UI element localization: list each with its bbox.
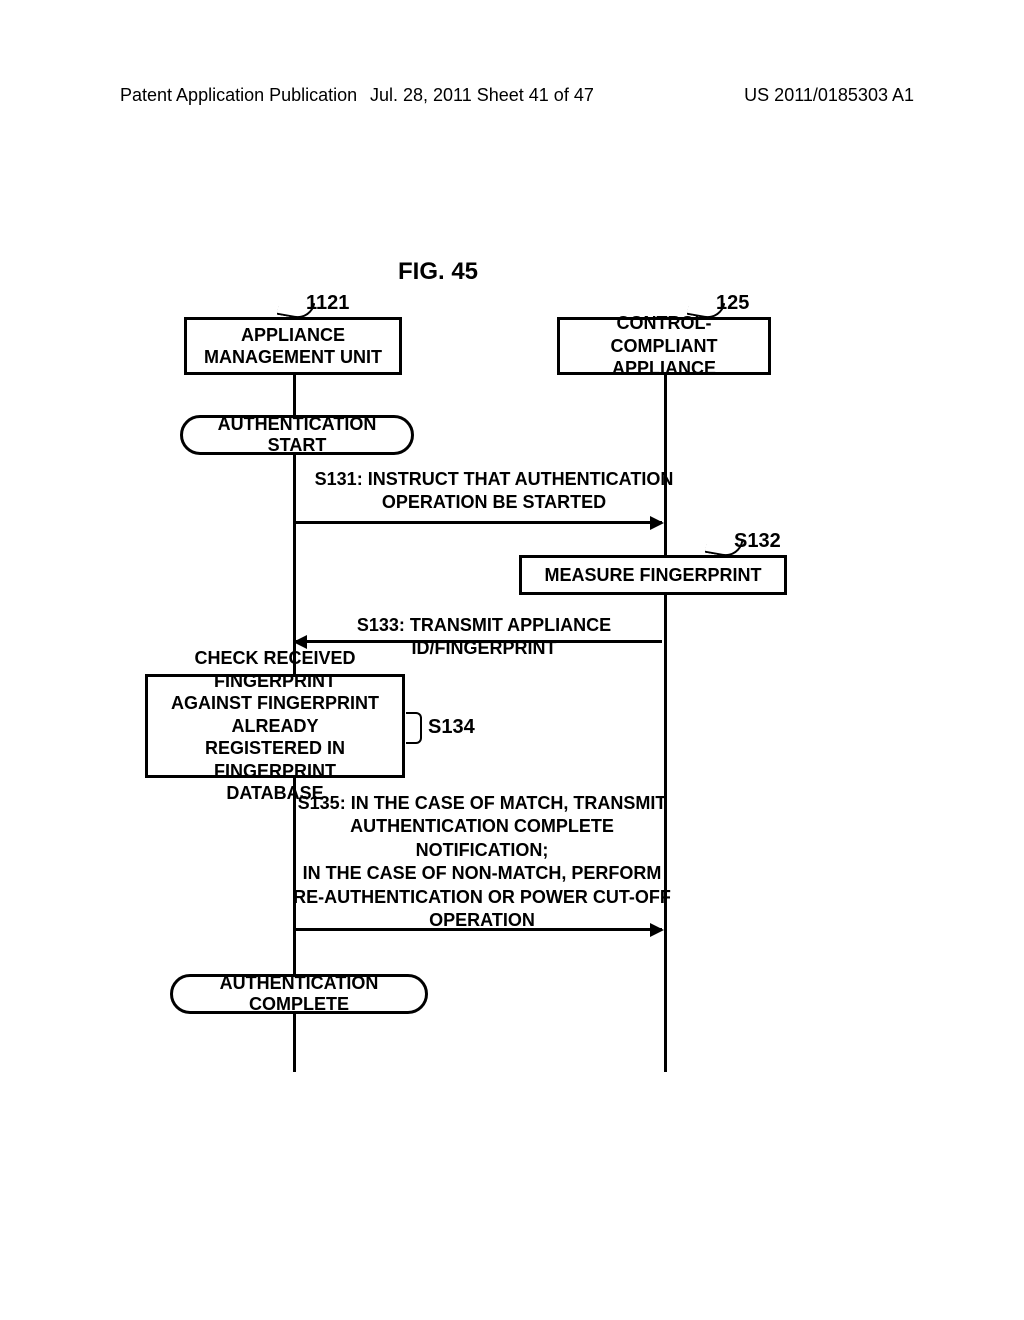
- message-s133: S133: TRANSMIT APPLIANCE ID/FINGERPRINT: [288, 614, 680, 661]
- arrow-s135: [295, 928, 662, 931]
- pill-auth-start: AUTHENTICATION START: [180, 415, 414, 455]
- box-control-appliance: CONTROL-COMPLIANTAPPLIANCE: [557, 317, 771, 375]
- figure-title: FIG. 45: [398, 258, 478, 286]
- message-s131: S131: INSTRUCT THAT AUTHENTICATIONOPERAT…: [308, 468, 680, 515]
- lifeline-right: [664, 374, 667, 555]
- arrow-s133: [295, 640, 662, 643]
- header-right: US 2011/0185303 A1: [744, 85, 914, 106]
- page-root: Patent Application Publication Jul. 28, …: [0, 0, 1024, 1320]
- box-appliance-mgmt: APPLIANCEMANAGEMENT UNIT: [184, 317, 402, 375]
- header-left: Patent Application Publication: [120, 85, 357, 106]
- message-s135: S135: IN THE CASE OF MATCH, TRANSMITAUTH…: [286, 792, 678, 932]
- box-measure-fp: MEASURE FINGERPRINT: [519, 555, 787, 595]
- lifeline-left: [293, 1014, 296, 1072]
- box-check-fp: CHECK RECEIVED FINGERPRINTAGAINST FINGER…: [145, 674, 405, 778]
- header-center: Jul. 28, 2011 Sheet 41 of 47: [370, 85, 594, 106]
- pill-auth-complete: AUTHENTICATION COMPLETE: [170, 974, 428, 1014]
- ref-bracket: [406, 712, 422, 744]
- ref-label: S134: [428, 716, 475, 739]
- lifeline-left: [293, 374, 296, 415]
- arrow-s131: [295, 521, 662, 524]
